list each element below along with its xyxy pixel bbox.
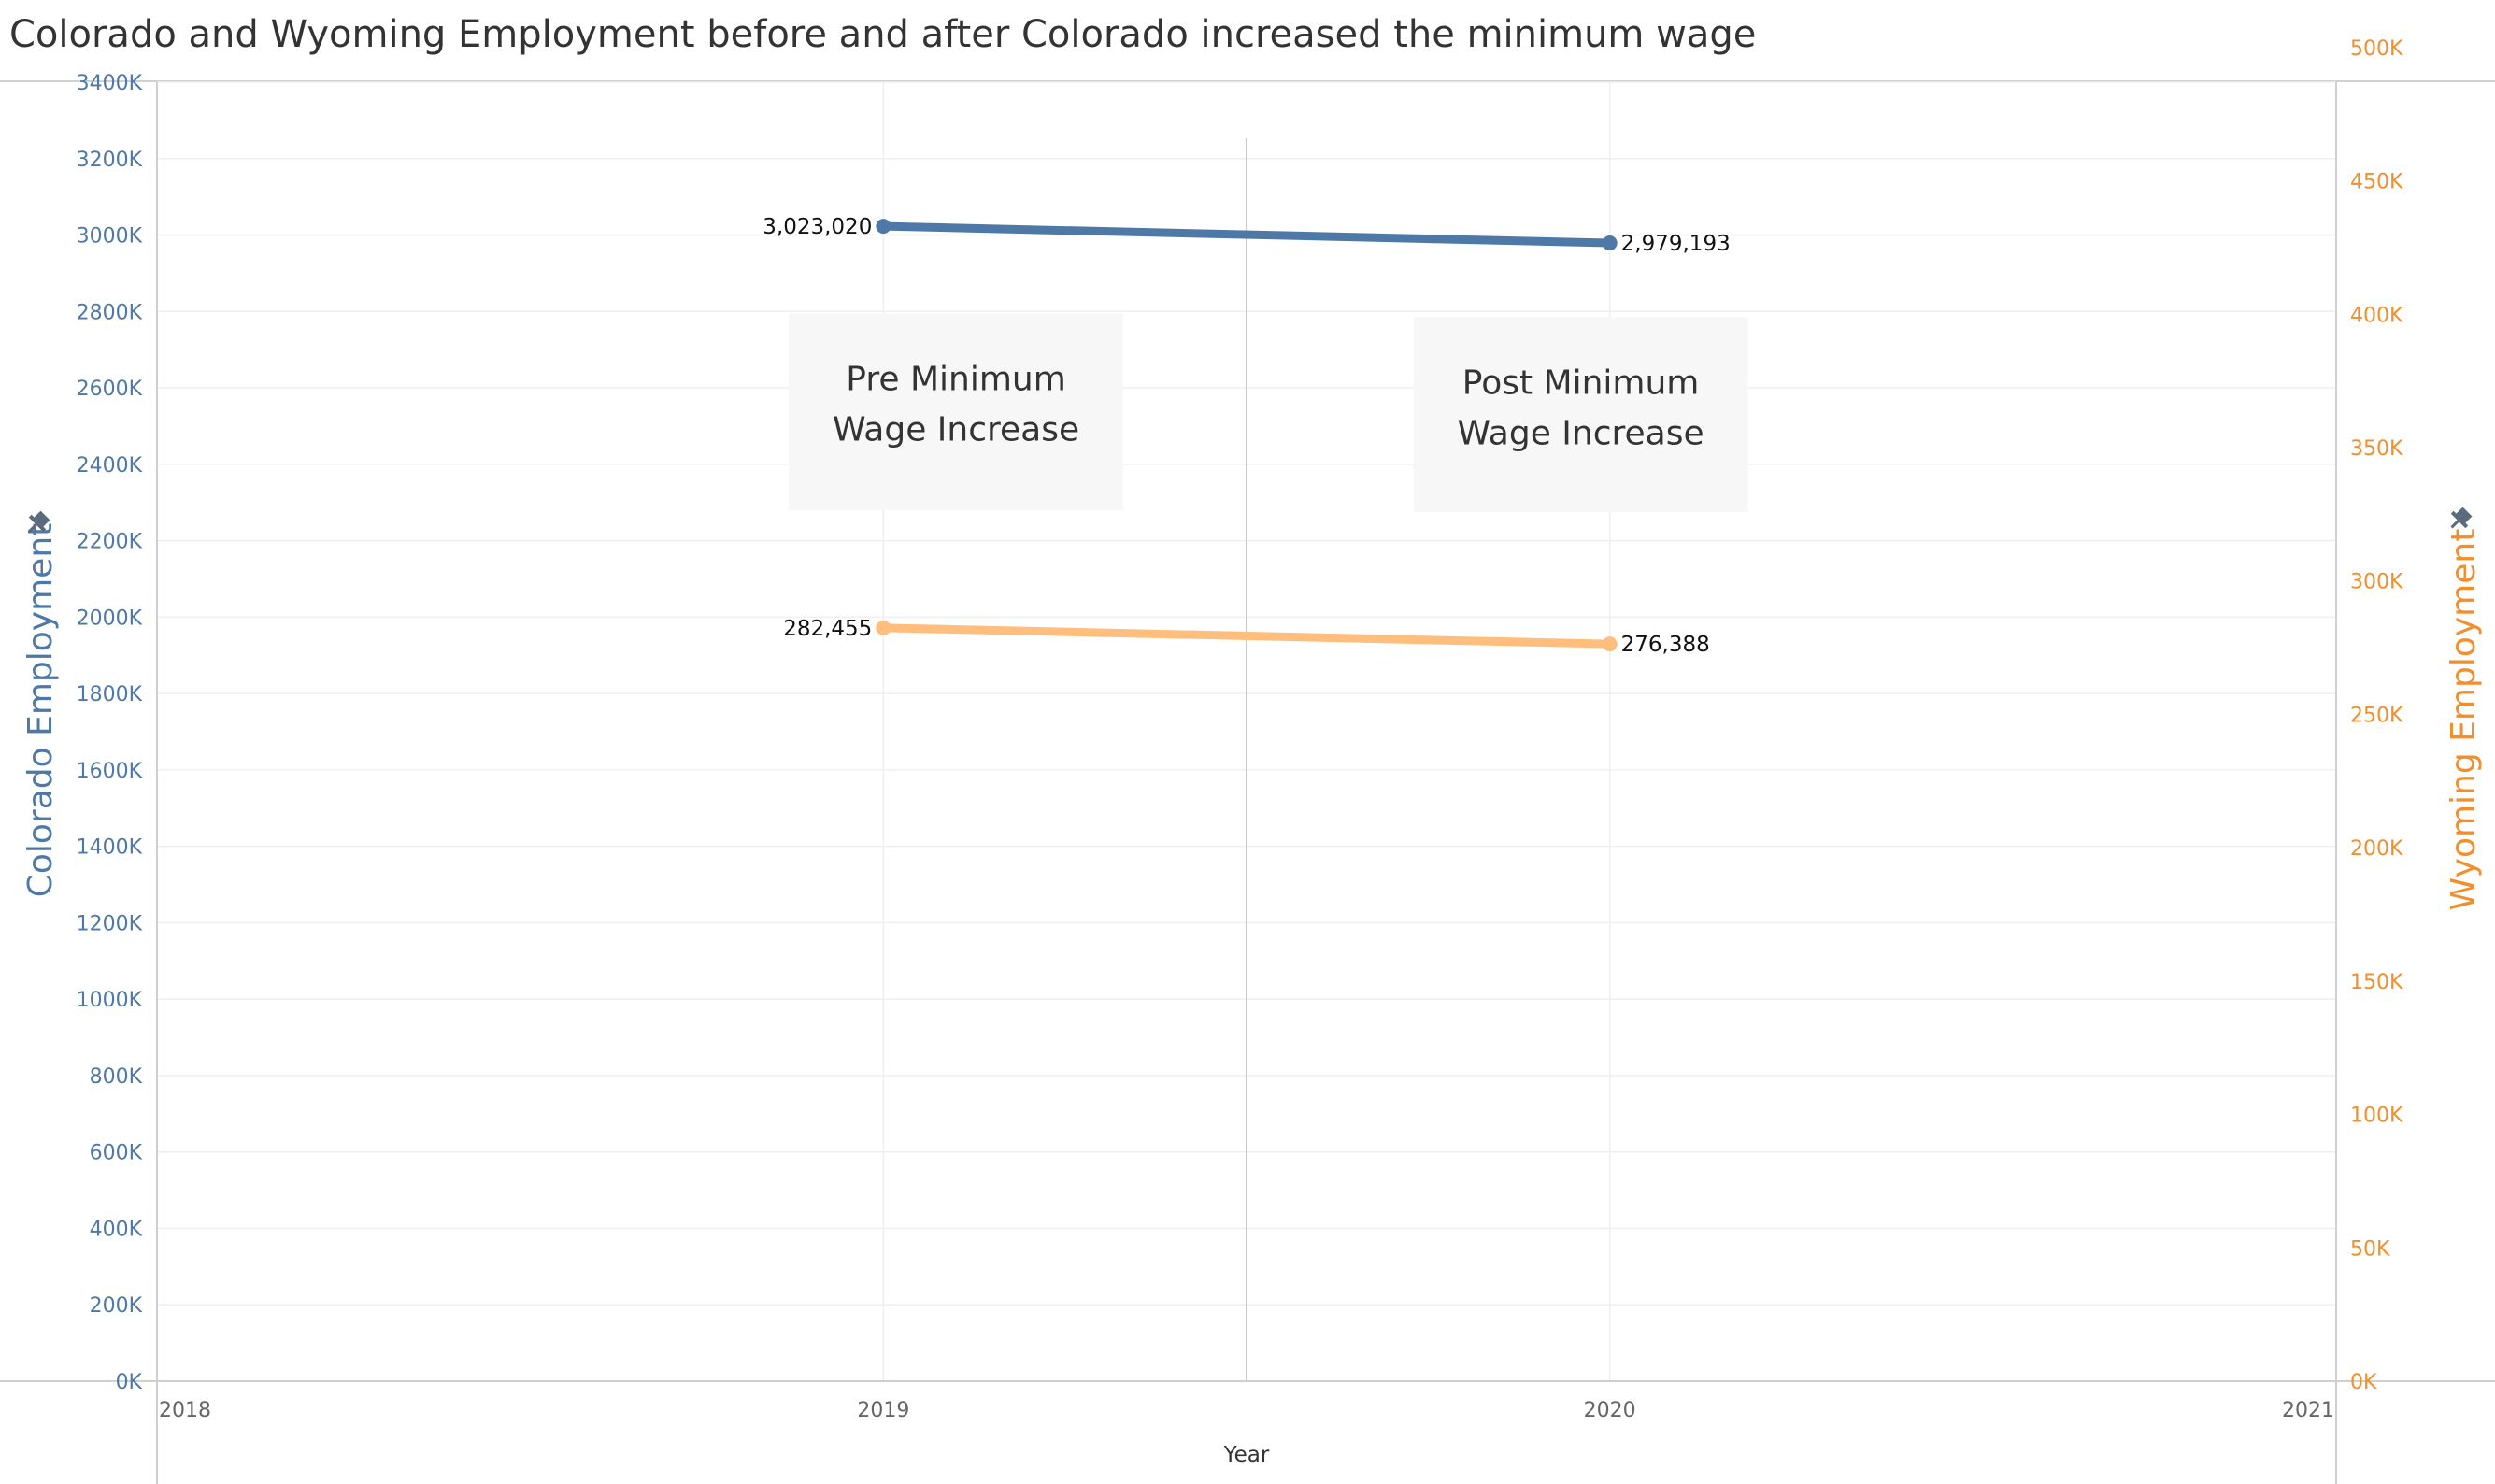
left-axis-tick-label: 200K bbox=[90, 1294, 143, 1318]
annotation-box bbox=[789, 313, 1124, 510]
right-axis-tick-label: 50K bbox=[2350, 1237, 2390, 1261]
left-axis-tick-label: 2400K bbox=[77, 454, 143, 478]
annotation-text: Wage Increase bbox=[1457, 414, 1704, 452]
left-axis-tick-label: 400K bbox=[90, 1218, 143, 1241]
right-axis-tick-label: 500K bbox=[2350, 37, 2403, 61]
right-axis-tick-label: 300K bbox=[2350, 571, 2403, 594]
left-axis-tick-label: 1600K bbox=[77, 760, 143, 783]
chart-title: Colorado and Wyoming Employment before a… bbox=[9, 13, 1757, 56]
right-axis-tick-label: 450K bbox=[2350, 171, 2403, 194]
left-axis-tick-label: 1800K bbox=[77, 683, 143, 706]
pin-head bbox=[33, 510, 50, 528]
left-axis-tick-label: 2600K bbox=[77, 378, 143, 401]
left-axis-tick-label: 0K bbox=[116, 1371, 143, 1394]
left-axis-tick-label: 1200K bbox=[77, 912, 143, 935]
pin-needle bbox=[28, 523, 37, 533]
right-axis-tick-label: 0K bbox=[2350, 1371, 2377, 1394]
left-axis-tick-label: 2800K bbox=[77, 301, 143, 324]
annotation-text: Post Minimum bbox=[1462, 364, 1700, 402]
colorado-employment-line bbox=[878, 221, 1615, 248]
wyoming-employment-line bbox=[878, 623, 1615, 649]
left-axis-tick-label: 600K bbox=[90, 1142, 143, 1165]
wyoming-employment-data-label: 282,455 bbox=[783, 617, 872, 641]
left-axis-tick-label: 800K bbox=[90, 1065, 143, 1089]
right-axis-tick-label: 350K bbox=[2350, 437, 2403, 461]
wyoming-employment-data-label: 276,388 bbox=[1621, 633, 1710, 657]
right-axis-tick-label: 200K bbox=[2350, 837, 2403, 861]
pin-icon[interactable] bbox=[22, 508, 53, 539]
annotation-text: Pre Minimum bbox=[846, 360, 1066, 398]
pin-head bbox=[2455, 507, 2473, 524]
annotation-box bbox=[1413, 317, 1748, 512]
colorado-employment-data-label: 3,023,020 bbox=[763, 215, 872, 239]
colorado-employment-point bbox=[876, 219, 891, 235]
right-axis-tick-label: 250K bbox=[2350, 704, 2403, 727]
x-axis-tick-label: 2019 bbox=[857, 1399, 909, 1422]
colorado-employment-point bbox=[1602, 235, 1618, 251]
left-axis-tick-label: 3000K bbox=[77, 225, 143, 249]
left-axis-title: Colorado Employment bbox=[21, 523, 60, 898]
annotation-text: Wage Increase bbox=[833, 410, 1079, 449]
wyoming-employment-point bbox=[1602, 636, 1618, 652]
x-axis-tick-label: 2020 bbox=[1584, 1399, 1636, 1422]
right-axis-title: Wyoming Employment bbox=[2445, 529, 2483, 911]
x-axis-tick-label: 2021 bbox=[2282, 1399, 2334, 1422]
x-axis-tick-label: 2018 bbox=[159, 1399, 211, 1422]
wyoming-employment-point bbox=[876, 620, 891, 635]
left-axis-tick-label: 1000K bbox=[77, 989, 143, 1012]
pin-bar bbox=[28, 514, 47, 533]
left-axis-tick-label: 3200K bbox=[77, 149, 143, 172]
right-axis-tick-label: 150K bbox=[2350, 971, 2403, 994]
pin-needle bbox=[2450, 520, 2459, 529]
left-axis-tick-label: 2200K bbox=[77, 531, 143, 554]
colorado-employment-data-label: 2,979,193 bbox=[1621, 232, 1731, 256]
pin-bar bbox=[2450, 510, 2469, 529]
right-axis-tick-label: 100K bbox=[2350, 1105, 2403, 1128]
left-axis-tick-label: 2000K bbox=[77, 606, 143, 630]
right-axis-tick-label: 400K bbox=[2350, 304, 2403, 327]
x-axis-title: Year bbox=[1223, 1443, 1270, 1467]
left-axis-tick-label: 3400K bbox=[77, 72, 143, 95]
left-axis-tick-label: 1400K bbox=[77, 836, 143, 860]
pin-icon[interactable] bbox=[2445, 505, 2475, 535]
